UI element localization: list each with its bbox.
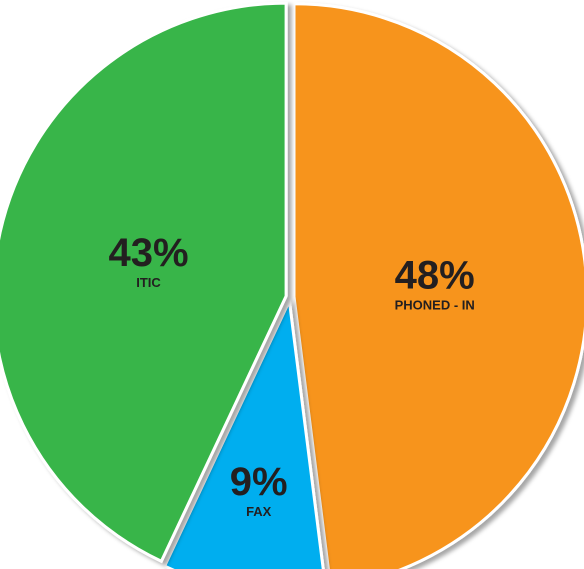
labels: 48%PHONED - IN 9%FAX 43%ITIC [108, 231, 474, 519]
slice-category-label: FAX [246, 504, 272, 519]
slice-category-label: ITIC [136, 275, 161, 290]
slice-value-label: 9% [230, 460, 288, 504]
slice-value-label: 48% [395, 253, 475, 297]
slice-value-label: 43% [108, 231, 188, 275]
pie-slice [0, 1, 288, 564]
pie-slice [292, 2, 584, 569]
slice-category-label: PHONED - IN [395, 297, 475, 312]
pie-slice [162, 295, 325, 569]
